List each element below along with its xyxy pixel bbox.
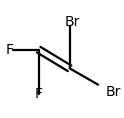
Text: F: F bbox=[5, 43, 13, 57]
Text: F: F bbox=[35, 87, 43, 101]
Text: Br: Br bbox=[64, 15, 80, 29]
Text: Br: Br bbox=[105, 85, 121, 99]
